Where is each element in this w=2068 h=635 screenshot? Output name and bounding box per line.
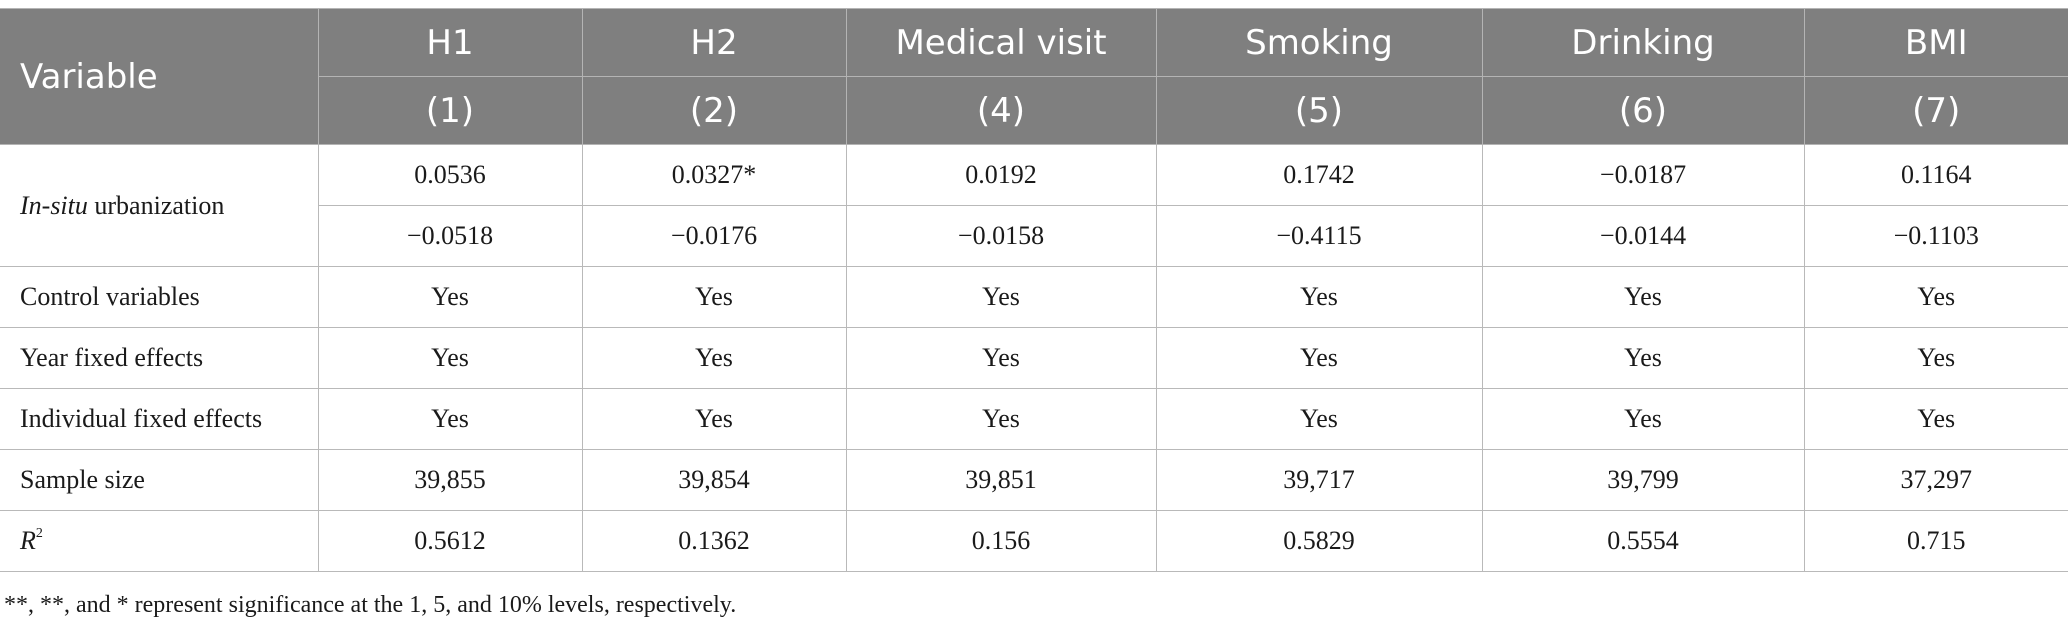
column-header-bmi: BMI	[1803, 8, 2068, 77]
table-cell: −0.0518	[317, 205, 583, 267]
column-number-1: (1)	[317, 76, 582, 145]
table-cell: Yes	[845, 327, 1157, 389]
row-label-individual-fixed-effects: Individual fixed effects	[0, 388, 319, 450]
r-squared-exponent: 2	[35, 526, 43, 541]
column-header-medical-visit: Medical visit	[845, 8, 1156, 77]
table-cell: −0.0158	[845, 205, 1157, 267]
insitu-italic-label: In-situ	[20, 190, 88, 220]
header-row-numbers: (1) (2) (4) (5) (6) (7)	[0, 76, 2068, 145]
table-cell: 39,799	[1481, 449, 1805, 511]
table-cell: Yes	[1803, 266, 2068, 328]
table-row-sample-size: Sample size 39,855 39,854 39,851 39,717 …	[0, 449, 2068, 511]
table-cell: −0.0176	[581, 205, 847, 267]
table-cell: 0.5829	[1155, 510, 1483, 572]
table-cell: 39,717	[1155, 449, 1483, 511]
column-number-5: (5)	[1155, 76, 1482, 145]
table-cell: 0.5554	[1481, 510, 1805, 572]
table-footnote: **, **, and * represent significance at …	[4, 592, 737, 618]
table-cell: 37,297	[1803, 449, 2068, 511]
table-cell: Yes	[1481, 266, 1805, 328]
variable-column-header: Variable	[0, 8, 318, 145]
header-row-names: Variable H1 H2 Medical visit Smoking Dri…	[0, 8, 2068, 145]
row-label-control-variables: Control variables	[0, 266, 319, 328]
table-cell: Yes	[581, 388, 847, 450]
table-cell: 0.1362	[581, 510, 847, 572]
table-cell: Yes	[581, 327, 847, 389]
table-cell: 39,854	[581, 449, 847, 511]
table-cell: Yes	[845, 388, 1157, 450]
table-cell: Yes	[845, 266, 1157, 328]
table-cell: −0.4115	[1155, 205, 1483, 267]
table-cell: Yes	[1155, 388, 1483, 450]
regression-results-table: Variable H1 H2 Medical visit Smoking Dri…	[0, 8, 2068, 572]
table-cell: Yes	[1155, 266, 1483, 328]
table-cell: Yes	[317, 266, 583, 328]
table-cell: 0.1742	[1155, 144, 1483, 206]
table-cell: Yes	[1803, 327, 2068, 389]
column-header-h1: H1	[317, 8, 582, 77]
table-row-individual-fixed-effects: Individual fixed effects Yes Yes Yes Yes…	[0, 388, 2068, 450]
table-cell: Yes	[317, 327, 583, 389]
table-cell: 0.156	[845, 510, 1157, 572]
table-row-control-variables: Control variables Yes Yes Yes Yes Yes Ye…	[0, 266, 2068, 328]
column-header-h2: H2	[581, 8, 846, 77]
row-label-year-fixed-effects: Year fixed effects	[0, 327, 319, 389]
table-cell: Yes	[1481, 327, 1805, 389]
r-squared-symbol: R	[20, 526, 36, 555]
table-header: Variable H1 H2 Medical visit Smoking Dri…	[0, 8, 2068, 145]
table-cell: Yes	[581, 266, 847, 328]
table-cell: 0.0192	[845, 144, 1157, 206]
table-cell: −0.0187	[1481, 144, 1805, 206]
row-label-insitu-urbanization: In-situ urbanization	[0, 144, 319, 267]
row-label-r-squared: R2	[0, 510, 319, 572]
column-number-2: (2)	[581, 76, 846, 145]
table-cell: 0.5612	[317, 510, 583, 572]
column-header-drinking: Drinking	[1481, 8, 1804, 77]
table-row-r-squared: R2 0.5612 0.1362 0.156 0.5829 0.5554 0.7…	[0, 510, 2068, 572]
table-cell: 39,855	[317, 449, 583, 511]
column-number-7: (7)	[1803, 76, 2068, 145]
insitu-label-rest: urbanization	[87, 190, 225, 220]
table-cell: Yes	[1481, 388, 1805, 450]
table-cell: Yes	[1155, 327, 1483, 389]
table-row-insitu-se: −0.0518 −0.0176 −0.0158 −0.4115 −0.0144 …	[0, 205, 2068, 267]
column-number-4: (4)	[845, 76, 1156, 145]
table-cell: Yes	[317, 388, 583, 450]
table-cell: −0.0144	[1481, 205, 1805, 267]
row-label-sample-size: Sample size	[0, 449, 319, 511]
column-header-smoking: Smoking	[1155, 8, 1482, 77]
table-row-insitu-coef: In-situ urbanization 0.0536 0.0327* 0.01…	[0, 144, 2068, 267]
table-cell: 0.0536	[317, 144, 583, 206]
table-cell: 0.1164	[1803, 144, 2068, 206]
table-body: In-situ urbanization 0.0536 0.0327* 0.01…	[0, 144, 2068, 572]
table-cell: 0.715	[1803, 510, 2068, 572]
table-cell: 39,851	[845, 449, 1157, 511]
table-cell: 0.0327*	[581, 144, 847, 206]
column-number-6: (6)	[1481, 76, 1804, 145]
table-cell: −0.1103	[1803, 205, 2068, 267]
table-row-year-fixed-effects: Year fixed effects Yes Yes Yes Yes Yes Y…	[0, 327, 2068, 389]
table-cell: Yes	[1803, 388, 2068, 450]
